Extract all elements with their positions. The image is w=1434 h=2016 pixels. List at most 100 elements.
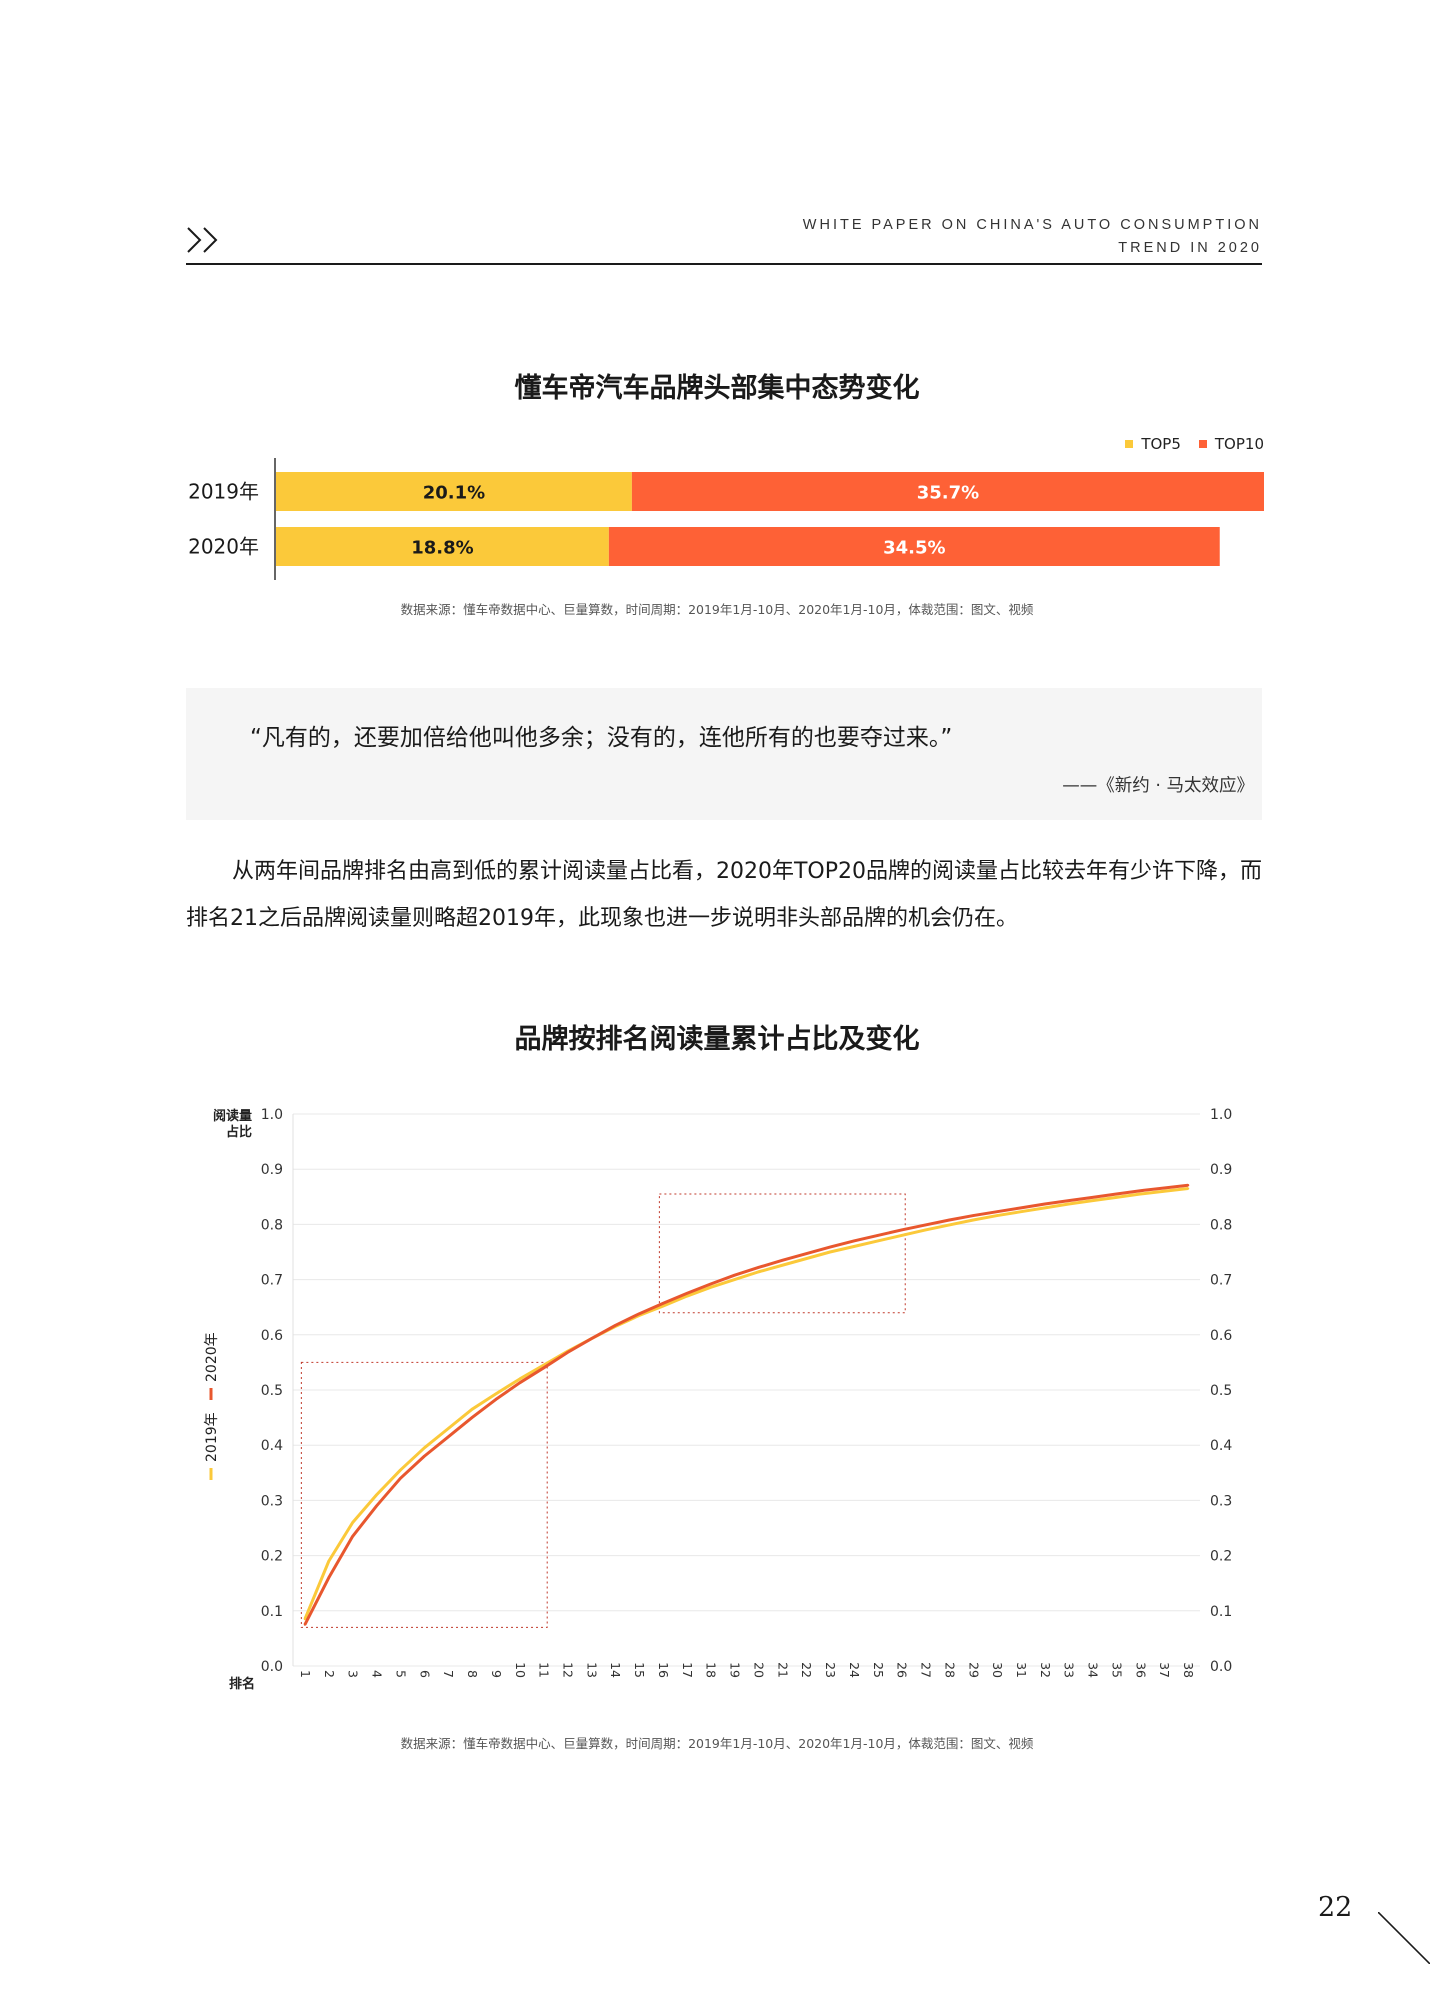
header-title-line2: TREND IN 2020 [1118,240,1262,256]
line-chart: 0.0 0.0 0.1 0.1 0.2 0.2 0.3 0.3 0.4 0.4 0.5 0.5 0.6 0… [204,1107,1232,1692]
series-point-2019 [375,1493,378,1497]
bar-chart: 2019年 20.1% 35.7% 2020年 18.8% 34.5% [188,458,1264,580]
x-tick-label: 19 [728,1662,743,1678]
x-tick-label: 37 [1157,1662,1172,1678]
series-point-2020 [876,1234,879,1237]
y-tick-label-right: 0.4 [1210,1438,1232,1454]
y-tick-label-left: 0.6 [261,1328,283,1344]
series-point-2020 [685,1292,689,1295]
y-tick-label-right: 0.6 [1210,1328,1232,1344]
x-tick-label: 8 [465,1670,480,1678]
highlight-box [658,1193,906,1314]
series-point-2019 [518,1377,521,1381]
bar-segment-top5 [276,527,609,566]
series-point-2020 [1162,1186,1166,1190]
series-point-2020 [924,1223,927,1227]
y-tick-label-right: 0.7 [1210,1273,1232,1289]
series-point-2020 [900,1228,903,1232]
series-point-2020 [494,1398,498,1401]
x-tick-label: 31 [1014,1662,1029,1678]
bar-data-label: 20.1% [423,483,485,504]
x-tick-label: 5 [393,1670,408,1678]
series-point-2019 [804,1257,808,1260]
y-tick-label-left: 0.7 [261,1273,283,1289]
series-point-2020 [637,1312,641,1316]
y-tick-label-left: 0.3 [261,1493,283,1509]
page-number: 22 [1318,1892,1353,1923]
legend-entry-top10: TOP10 [1198,435,1264,453]
y-tick-label-left: 0.4 [261,1438,283,1454]
x-tick-label: 34 [1086,1662,1101,1678]
series-point-2019 [1186,1187,1190,1190]
series-point-2020 [1186,1184,1190,1187]
x-tick-label: 38 [1181,1662,1196,1678]
bar-category-label: 2020年 [188,535,259,559]
series-point-2020 [1043,1202,1047,1206]
y-tick-label-right: 1.0 [1210,1107,1232,1123]
bar-segment-top10 [631,472,1264,511]
x-tick-label: 17 [680,1662,695,1678]
series-point-2020 [470,1416,474,1419]
quote-source: ——《新约 · 马太效应》 [1062,776,1254,796]
series-point-2019 [351,1521,354,1524]
line-chart-source: 数据来源：懂车帝数据中心、巨量算数，时间周期：2019年1月-10月、2020年… [400,1736,1034,1751]
series-point-2019 [995,1214,999,1217]
series-point-2020 [327,1576,331,1579]
series-point-2019 [303,1617,307,1621]
x-axis-title: 排名 [229,1676,255,1692]
series-point-2020 [566,1351,569,1354]
x-tick-label: 21 [775,1662,790,1678]
legend-label-2020: 2020年 [204,1332,220,1382]
series-point-2019 [924,1228,927,1232]
series-point-2019 [1139,1192,1142,1196]
header-title-line1: WHITE PAPER ON CHINA'S AUTO CONSUMPTION [802,217,1262,233]
y-tick-label-left: 0.8 [261,1217,283,1233]
y-tick-label-left: 0.1 [261,1604,283,1620]
y-tick-label-right: 0.5 [1210,1383,1232,1399]
series-point-2020 [303,1623,307,1626]
legend-swatch-top10 [1198,440,1207,448]
series-point-2019 [470,1408,474,1411]
x-tick-label: 18 [704,1662,719,1678]
x-tick-label: 26 [895,1662,910,1678]
series-point-2019 [852,1245,856,1248]
x-tick-label: 2 [322,1670,337,1678]
series-point-2019 [948,1223,951,1227]
x-tick-label: 16 [656,1662,671,1678]
series-point-2020 [446,1435,450,1439]
x-tick-label: 13 [584,1662,599,1678]
series-point-2020 [590,1337,593,1340]
x-tick-label: 28 [942,1662,957,1678]
x-tick-label: 20 [751,1662,766,1678]
series-point-2019 [757,1270,760,1274]
series-point-2020 [375,1504,378,1508]
x-tick-label: 14 [608,1662,623,1678]
y-axis-title: 占比 [226,1124,252,1140]
series-point-2020 [972,1214,975,1217]
series-point-2020 [1019,1206,1023,1210]
series-point-2019 [399,1468,402,1472]
x-tick-label: 35 [1109,1662,1124,1678]
x-tick-label: 22 [799,1662,814,1678]
body-paragraph: 从两年间品牌排名由高到低的累计阅读量占比看，2020年TOP20品牌的阅读量占比… [186,859,1263,931]
series-point-2020 [399,1477,402,1480]
legend-label-top5: TOP5 [1141,435,1181,453]
series-point-2020 [1139,1189,1142,1192]
x-tick-label: 4 [370,1670,385,1678]
header-divider [186,263,1262,265]
line-chart-legend: 2019年 2020年 [204,1332,220,1480]
series-point-2019 [1067,1202,1070,1206]
series-line-2019 [303,1187,1189,1620]
x-tick-label: 1 [298,1670,313,1678]
x-tick-label: 27 [919,1662,934,1678]
y-axis-title: 阅读量 [213,1108,252,1124]
series-point-2020 [995,1210,999,1213]
x-tick-label: 25 [871,1662,886,1678]
series-point-2019 [876,1239,879,1243]
bar-data-label: 34.5% [883,538,945,559]
y-tick-label-left: 0.2 [261,1549,283,1565]
bar-chart-title: 懂车帝汽车品牌头部集中态势变化 [514,373,920,404]
x-tick-label: 15 [632,1662,647,1678]
y-tick-label-right: 0.1 [1210,1604,1232,1620]
quote-text: “凡有的，还要加倍给他叫他多余；没有的，连他所有的也要夺过来。” [250,725,953,751]
